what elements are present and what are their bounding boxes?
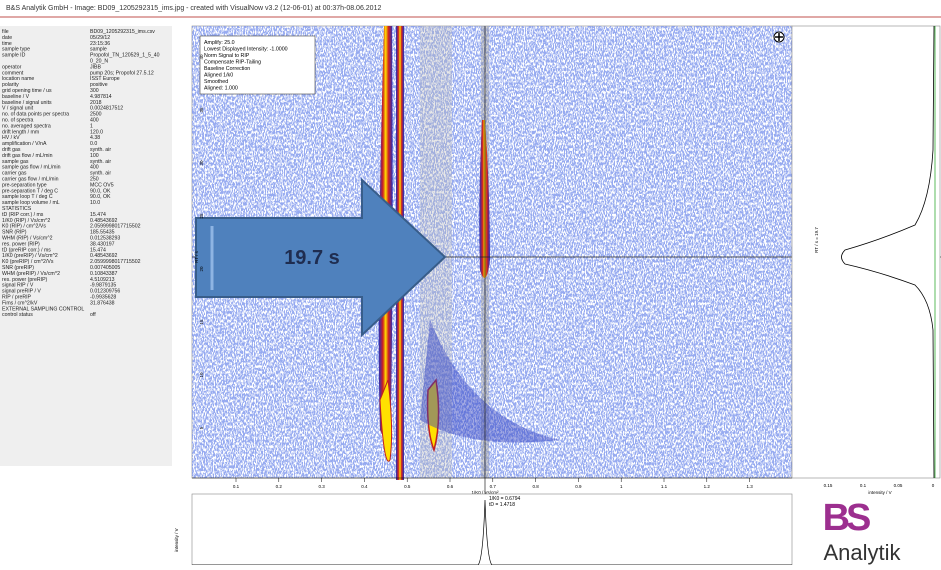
y-tick-label: 35: [199, 107, 204, 113]
cursor-t: tD = 1.4718: [489, 502, 515, 508]
y-tick-label: 10: [199, 372, 204, 378]
x-tick-label: 1.1: [661, 484, 668, 489]
info-label: control status: [2, 312, 33, 318]
x-tick-label: 0.6: [447, 484, 454, 489]
spectrum-tick-label: 0.1: [860, 483, 867, 488]
screenshot: B&S Analytik GmbH - Image: BD09_12052923…: [0, 0, 941, 565]
spectrum-tick-label: 0.05: [894, 483, 903, 488]
spectrum-x-label: intensity / V: [868, 490, 891, 495]
settings-line: Norm Signal to RIP: [204, 53, 250, 59]
spectrum-tick-label: 0.15: [824, 483, 833, 488]
y-tick-label: 15: [199, 319, 204, 325]
x-tick-label: 0.4: [361, 484, 368, 489]
settings-line: Aligned 1/k0: [204, 73, 233, 79]
bottom-y-label: intensity / V: [174, 528, 179, 551]
settings-line: Compensate RIP-Tailing: [204, 60, 261, 66]
info-value: off: [90, 312, 96, 318]
logo-mark: BS: [823, 497, 870, 539]
spectrum-rt-label: RT / s = 19.7: [814, 227, 819, 253]
x-tick-label: 0.5: [404, 484, 411, 489]
x-tick-label: 1.2: [704, 484, 711, 489]
settings-line: Aligned: 1.000: [204, 86, 238, 92]
x-tick-label: 0.3: [318, 484, 325, 489]
page: B&S Analytik GmbH - Image: BD09_12052923…: [0, 0, 941, 565]
arrow-label: 19.7 s: [284, 247, 340, 269]
info-label: sample ID: [2, 53, 26, 59]
x-tick-label: 0.1: [233, 484, 240, 489]
x-tick-label: 0.7: [490, 484, 497, 489]
y-tick-label: 40: [199, 54, 204, 60]
settings-line: Lowest Displayed Intensity: -1.0000: [204, 47, 288, 53]
x-tick-label: 0.8: [532, 484, 539, 489]
x-tick-label: 0.2: [276, 484, 283, 489]
settings-line: Amplify: 25.0: [204, 40, 235, 46]
x-tick-label: 0.9: [575, 484, 582, 489]
y-axis-label: RT / s: [194, 250, 199, 263]
info-value: 31.876438: [90, 300, 115, 306]
settings-line: Smoothed: [204, 79, 228, 85]
y-tick-label: 30: [199, 160, 204, 166]
y-tick-label: 20: [199, 266, 204, 272]
header-title: B&S Analytik GmbH - Image: BD09_12052923…: [6, 5, 381, 12]
logo-name: Analytik: [823, 540, 901, 565]
y-tick-label: 25: [199, 213, 204, 219]
settings-line: Baseline Correction: [204, 66, 250, 72]
info-value: 10.0: [90, 200, 100, 206]
x-tick-label: 1.3: [746, 484, 753, 489]
